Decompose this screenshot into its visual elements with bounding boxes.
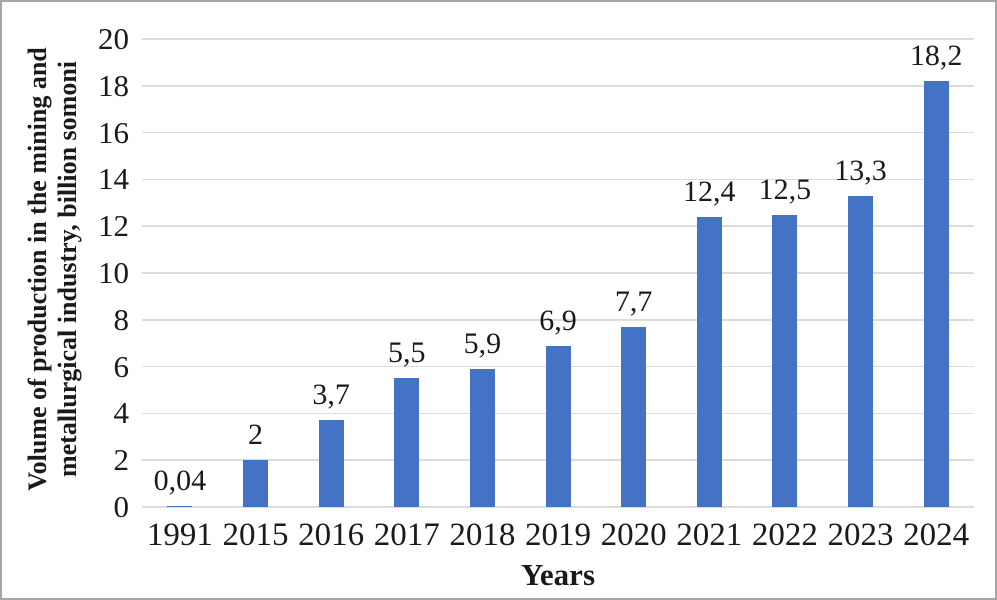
plot-area: 0,04 2 3,7 5,5 5,9 6,9 7,7 12,4 12,5 13,3 18,2 — [142, 38, 974, 508]
x-tick-label: 2015 — [222, 517, 289, 553]
y-tick-label: 14 — [98, 161, 129, 197]
bar-value-label: 18,2 — [909, 39, 963, 73]
x-tick-label: 2023 — [827, 517, 894, 553]
bar-value-label: 12,5 — [758, 172, 812, 206]
bar-2023 — [848, 195, 874, 507]
bar-value-label: 0,04 — [153, 464, 207, 498]
bar-2019 — [545, 345, 571, 507]
gridline-y10 — [142, 272, 974, 274]
gridline-y14 — [142, 178, 974, 181]
y-tick-label: 6 — [113, 348, 130, 384]
x-tick-label: 2020 — [600, 517, 667, 553]
bar-2015 — [242, 460, 268, 507]
bar-2017 — [394, 378, 420, 507]
gridline-y8 — [142, 319, 974, 321]
x-tick-label: 2024 — [903, 517, 970, 553]
x-tick-label: 2022 — [751, 517, 818, 553]
bar-value-label: 5,5 — [387, 336, 426, 370]
bar-value-label: 7,7 — [614, 284, 653, 318]
y-tick-label: 4 — [113, 395, 130, 431]
x-tick-label: 1991 — [146, 517, 213, 553]
y-tick-label: 2 — [113, 442, 130, 478]
y-tick-label: 16 — [98, 114, 129, 150]
bar-value-label: 5,9 — [463, 326, 502, 360]
x-tick-label: 2017 — [373, 517, 440, 553]
x-axis-title: Years — [520, 557, 596, 592]
bar-2020 — [621, 326, 647, 507]
y-tick-label: 8 — [113, 301, 130, 337]
bar-value-label: 13,3 — [834, 153, 887, 187]
bar-value-label: 3,7 — [312, 378, 350, 412]
bar-value-label: 2 — [247, 418, 263, 452]
x-tick-label: 2021 — [676, 517, 743, 553]
y-tick-label: 18 — [98, 67, 129, 103]
gridline-y16 — [142, 131, 974, 134]
bar-2021 — [696, 216, 722, 507]
gridline-y12 — [142, 225, 974, 227]
bar-2016 — [318, 420, 344, 507]
x-tick-label: 2018 — [449, 517, 516, 553]
bar-1991 — [167, 506, 193, 507]
gridline-y20 — [142, 38, 974, 40]
bar-value-label: 12,4 — [683, 174, 736, 208]
gridline-y0 — [142, 506, 974, 508]
y-tick-label: 12 — [98, 208, 129, 244]
bar-2018 — [469, 368, 495, 507]
x-tick-label: 2016 — [298, 517, 365, 553]
y-tick-label: 20 — [98, 21, 129, 56]
bar-value-label: 6,9 — [539, 303, 577, 337]
bar-2024 — [923, 81, 949, 507]
bar-2022 — [772, 214, 798, 507]
y-tick-label: 10 — [98, 255, 129, 290]
x-tick-label: 2019 — [525, 517, 591, 553]
gridline-y18 — [142, 85, 974, 87]
y-tick-label: 0 — [113, 489, 130, 524]
